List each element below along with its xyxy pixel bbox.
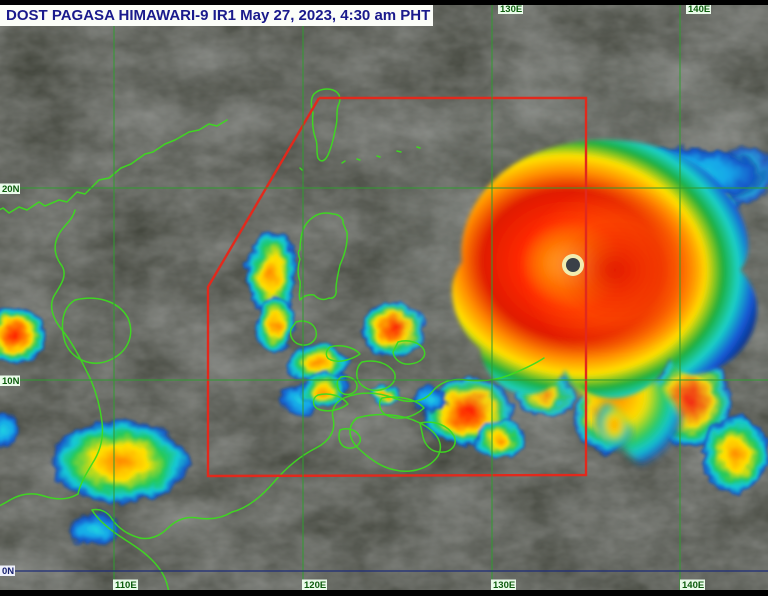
svg-text:120E: 120E: [304, 580, 326, 591]
svg-text:140E: 140E: [682, 580, 704, 591]
svg-text:20N: 20N: [2, 184, 20, 195]
svg-text:10N: 10N: [2, 376, 20, 387]
svg-text:130E: 130E: [500, 4, 522, 15]
svg-text:0N: 0N: [2, 566, 14, 577]
svg-text:130E: 130E: [493, 580, 515, 591]
svg-text:DOST PAGASA HIMAWARI-9 IR1 May: DOST PAGASA HIMAWARI-9 IR1 May 27, 2023,…: [6, 7, 430, 24]
svg-text:140E: 140E: [688, 4, 710, 15]
svg-text:110E: 110E: [115, 580, 137, 591]
